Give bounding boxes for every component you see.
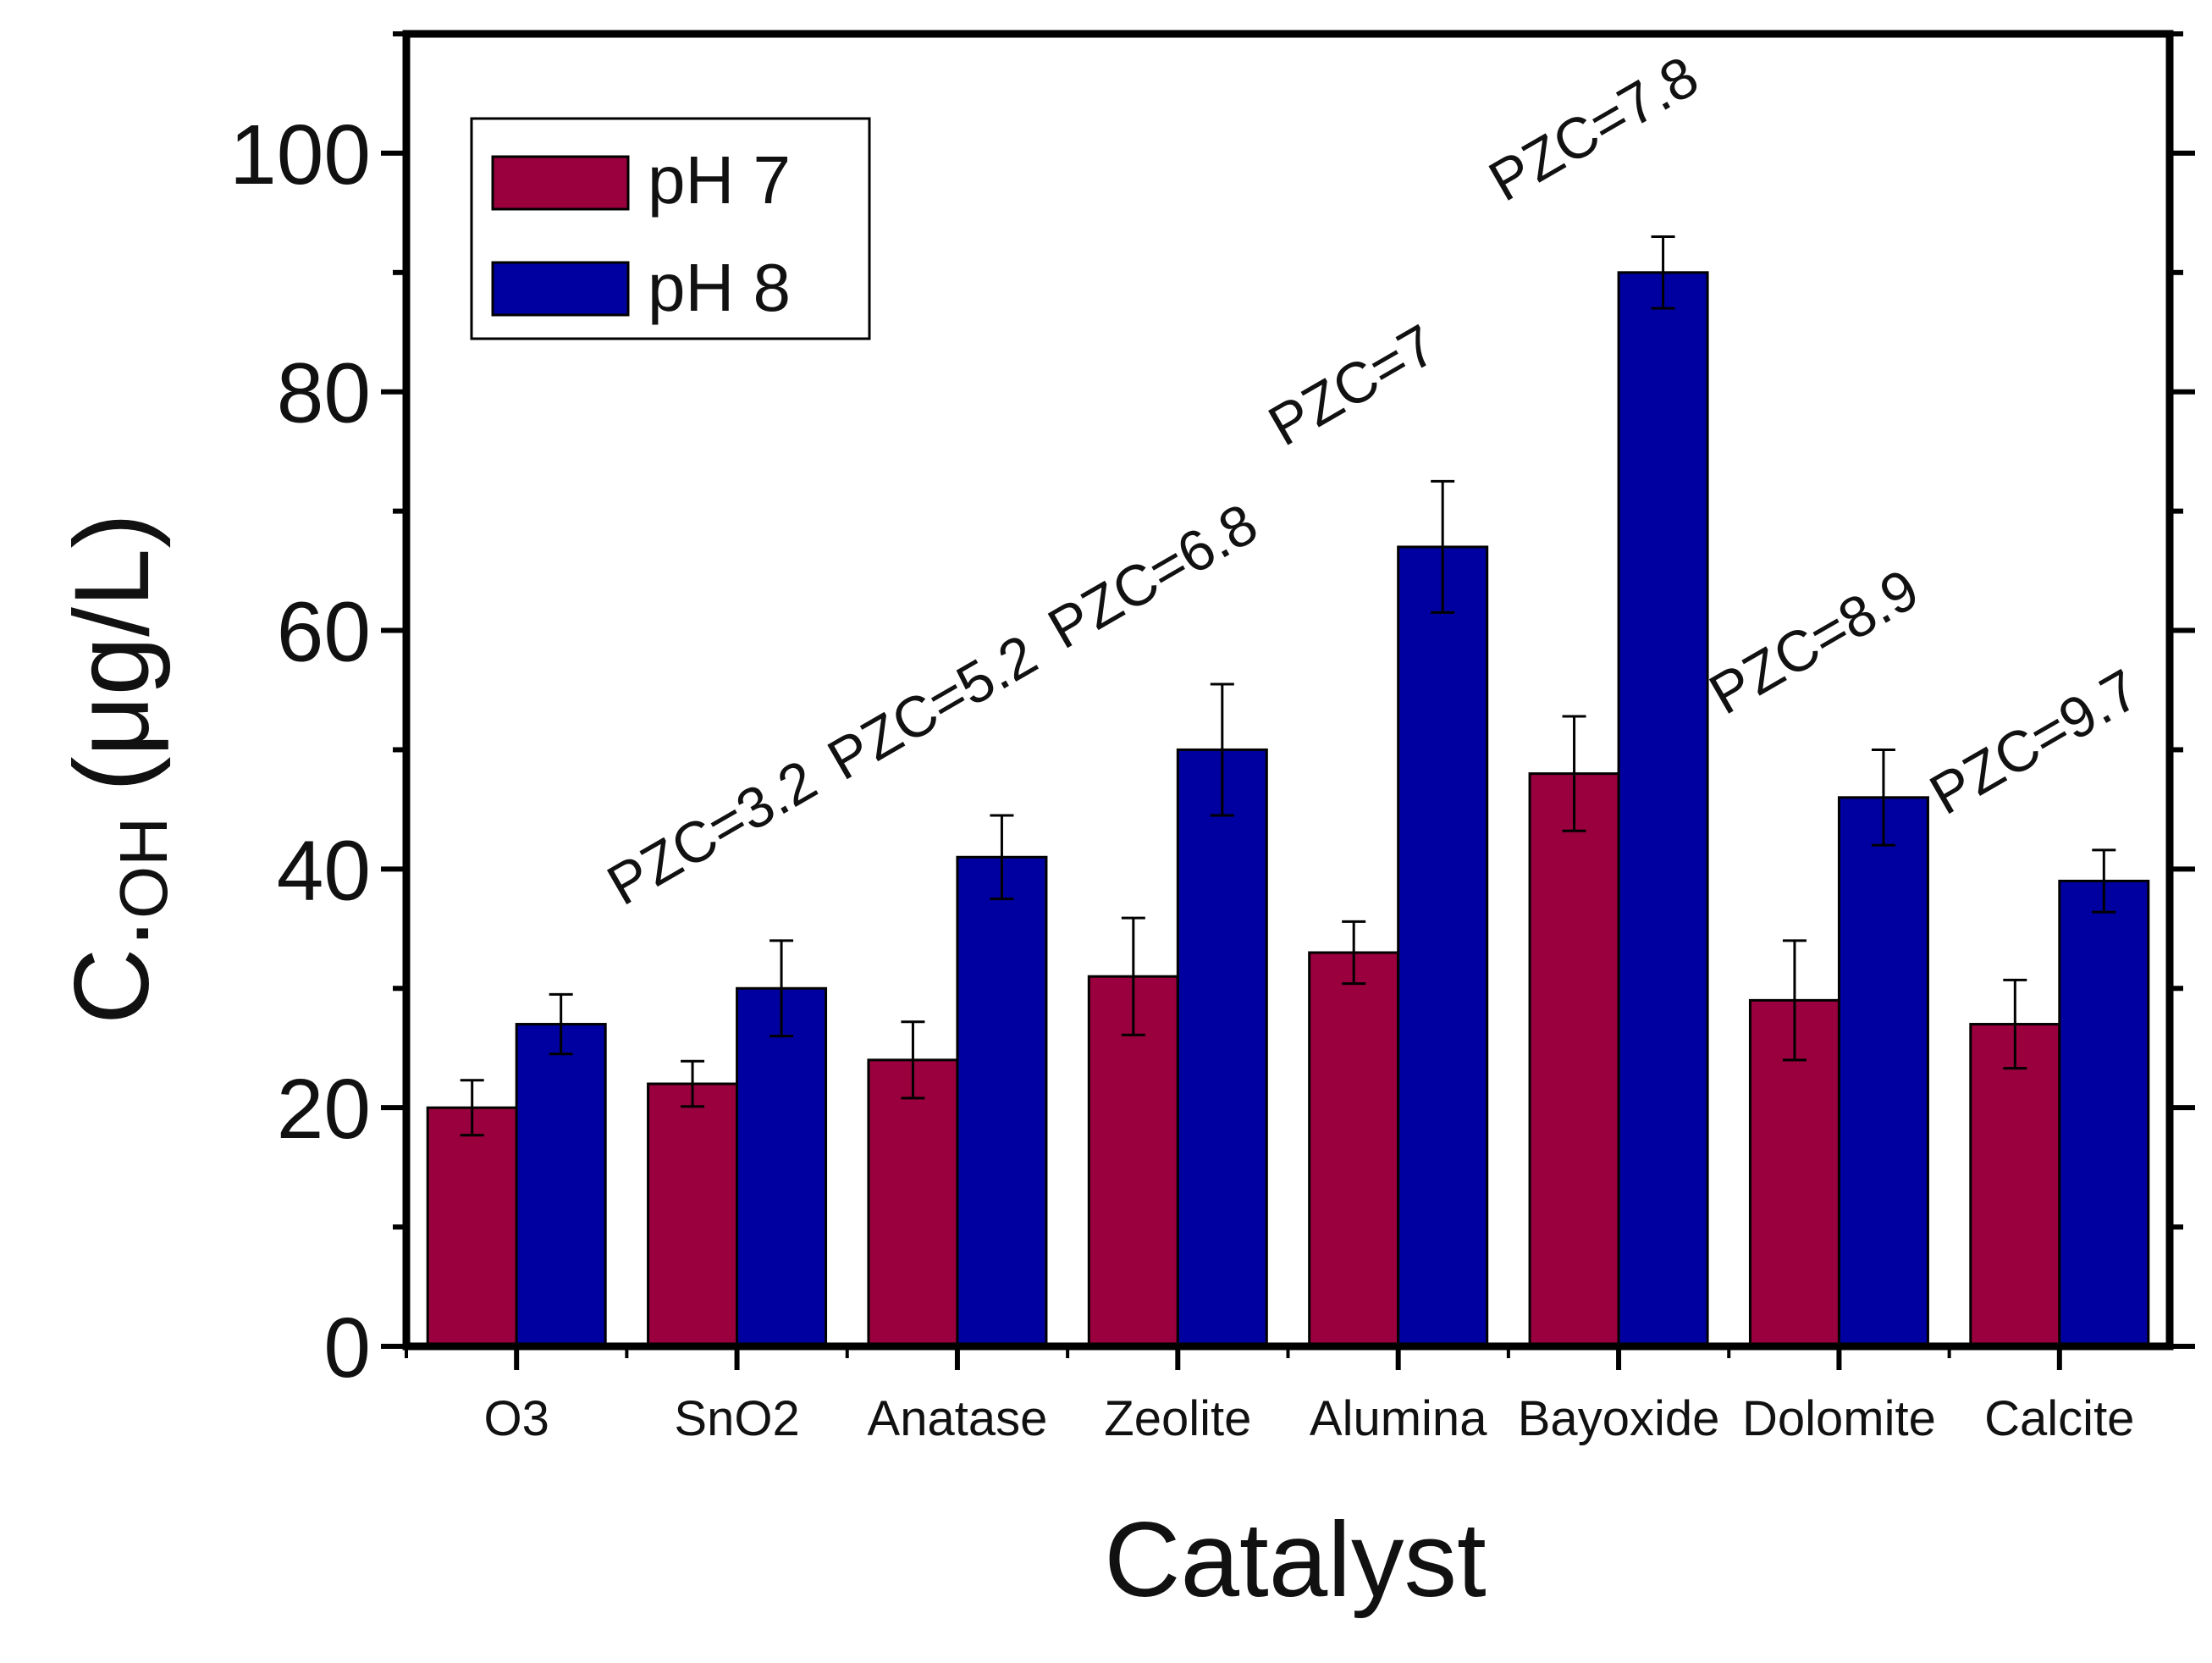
annotation-dolomite: PZC=8.9 <box>1699 557 1929 727</box>
bar-bayoxide-ph8 <box>1617 271 1709 1348</box>
bar-sno2-ph7 <box>647 1082 739 1348</box>
annotation-calcite: PZC=9.7 <box>1919 657 2149 827</box>
legend-label-ph7: pH 7 <box>648 142 791 218</box>
x-tick-label-zeolite: Zeolite <box>1104 1391 1251 1446</box>
y-tick-label-80: 80 <box>277 346 371 441</box>
bars-layer <box>426 271 2150 1348</box>
x-tick-label-bayoxide: Bayoxide <box>1518 1391 1720 1446</box>
legend-label-ph8: pH 8 <box>648 250 791 325</box>
ticks-layer: O3 SnO2 Anatase Zeolite Alumina Bayoxide Dolom… <box>229 31 2195 1446</box>
annotation-sno2: PZC=3.2 <box>597 748 827 918</box>
x-tick-label-dolomite: Dolomite <box>1742 1391 1936 1446</box>
y-axis-title: C.OH (μg/L) <box>53 513 181 1025</box>
y-tick-label-100: 100 <box>229 108 371 202</box>
y-axis-title-subscript: OH <box>106 817 181 919</box>
annotation-anatase: PZC=5.2 <box>817 622 1047 793</box>
y-tick-label-0: 0 <box>323 1301 371 1395</box>
legend-swatch-ph8 <box>491 261 630 317</box>
y-tick-label-20: 20 <box>277 1062 371 1157</box>
x-axis-title: Catalyst <box>1104 1501 1487 1619</box>
y-axis-title-dot: . <box>53 919 171 948</box>
legend-swatch-ph7 <box>491 155 630 211</box>
bar-sno2-ph8 <box>736 986 828 1348</box>
bar-anatase-ph7 <box>867 1058 959 1348</box>
y-tick-label-40: 40 <box>277 823 371 918</box>
bar-o3-ph7 <box>426 1106 518 1348</box>
bar-dolomite-ph8 <box>1837 796 1929 1348</box>
bar-alumina-ph7 <box>1308 951 1400 1348</box>
x-tick-label-anatase: Anatase <box>868 1391 1048 1446</box>
error-bars-layer <box>460 235 2116 1137</box>
bar-bayoxide-ph7 <box>1528 772 1620 1348</box>
annotation-bayoxide: PZC=7.8 <box>1479 44 1709 214</box>
bar-anatase-ph8 <box>956 855 1048 1348</box>
y-axis-title-unit: (μg/L) <box>53 513 171 792</box>
bar-alumina-ph8 <box>1397 545 1489 1348</box>
bar-zeolite-ph8 <box>1176 748 1268 1348</box>
bar-calcite-ph7 <box>1969 1023 2061 1348</box>
x-tick-label-o3: O3 <box>484 1391 549 1446</box>
annotation-zeolite: PZC=6.8 <box>1038 491 1268 661</box>
bar-o3-ph8 <box>515 1023 607 1348</box>
annotation-alumina: PZC=7 <box>1258 312 1447 459</box>
legend: pH 7 pH 8 <box>470 117 871 340</box>
bar-calcite-ph8 <box>2058 879 2150 1348</box>
x-tick-label-calcite: Calcite <box>1984 1391 2134 1446</box>
y-tick-label-60: 60 <box>277 585 371 680</box>
y-axis-title-main: C <box>53 948 171 1025</box>
x-tick-label-sno2: SnO2 <box>674 1391 799 1446</box>
x-tick-label-alumina: Alumina <box>1310 1391 1487 1446</box>
